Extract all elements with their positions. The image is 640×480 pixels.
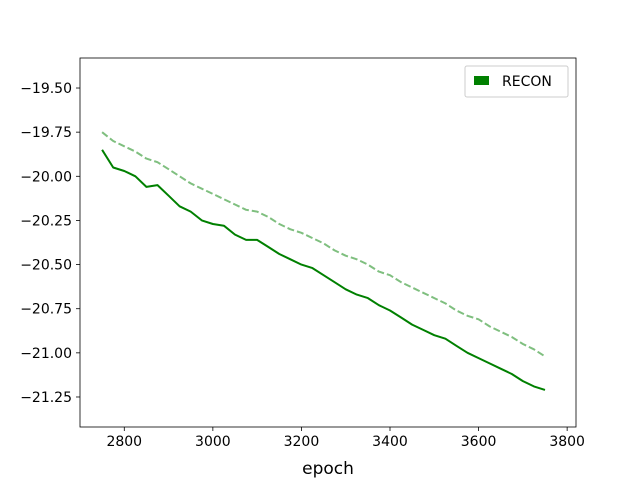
x-tick-label: 3600 <box>461 434 497 450</box>
series-line-dashed <box>101 131 546 358</box>
x-axis: 2800 3000 3200 3400 3600 3800 <box>106 427 585 450</box>
x-tick-label: 3400 <box>372 434 408 450</box>
series-line-recon <box>101 149 546 391</box>
plot-frame <box>79 57 577 428</box>
y-tick-label: −19.75 <box>20 125 72 141</box>
x-axis-title: epoch <box>302 459 354 479</box>
legend-box <box>464 65 569 98</box>
series-layer <box>101 131 546 391</box>
y-tick-label: −21.25 <box>20 390 72 406</box>
y-tick-label: −20.75 <box>20 302 72 318</box>
x-tick-label: 2800 <box>106 434 142 450</box>
x-tick-label: 3000 <box>195 434 231 450</box>
legend: RECON <box>464 65 569 98</box>
x-tick-label: 3800 <box>549 434 585 450</box>
x-tick-label: 3200 <box>284 434 320 450</box>
y-tick-label: −20.50 <box>20 258 72 274</box>
y-axis: −19.50 −19.75 −20.00 −20.25 −20.50 −20.75 −21.… <box>20 81 80 406</box>
y-tick-label: −20.25 <box>20 213 72 229</box>
y-tick-label: −19.50 <box>20 81 72 97</box>
y-tick-label: −20.00 <box>20 169 72 185</box>
legend-label-recon: RECON <box>502 74 552 90</box>
y-tick-label: −21.00 <box>20 346 72 362</box>
legend-swatch-recon <box>474 76 489 85</box>
